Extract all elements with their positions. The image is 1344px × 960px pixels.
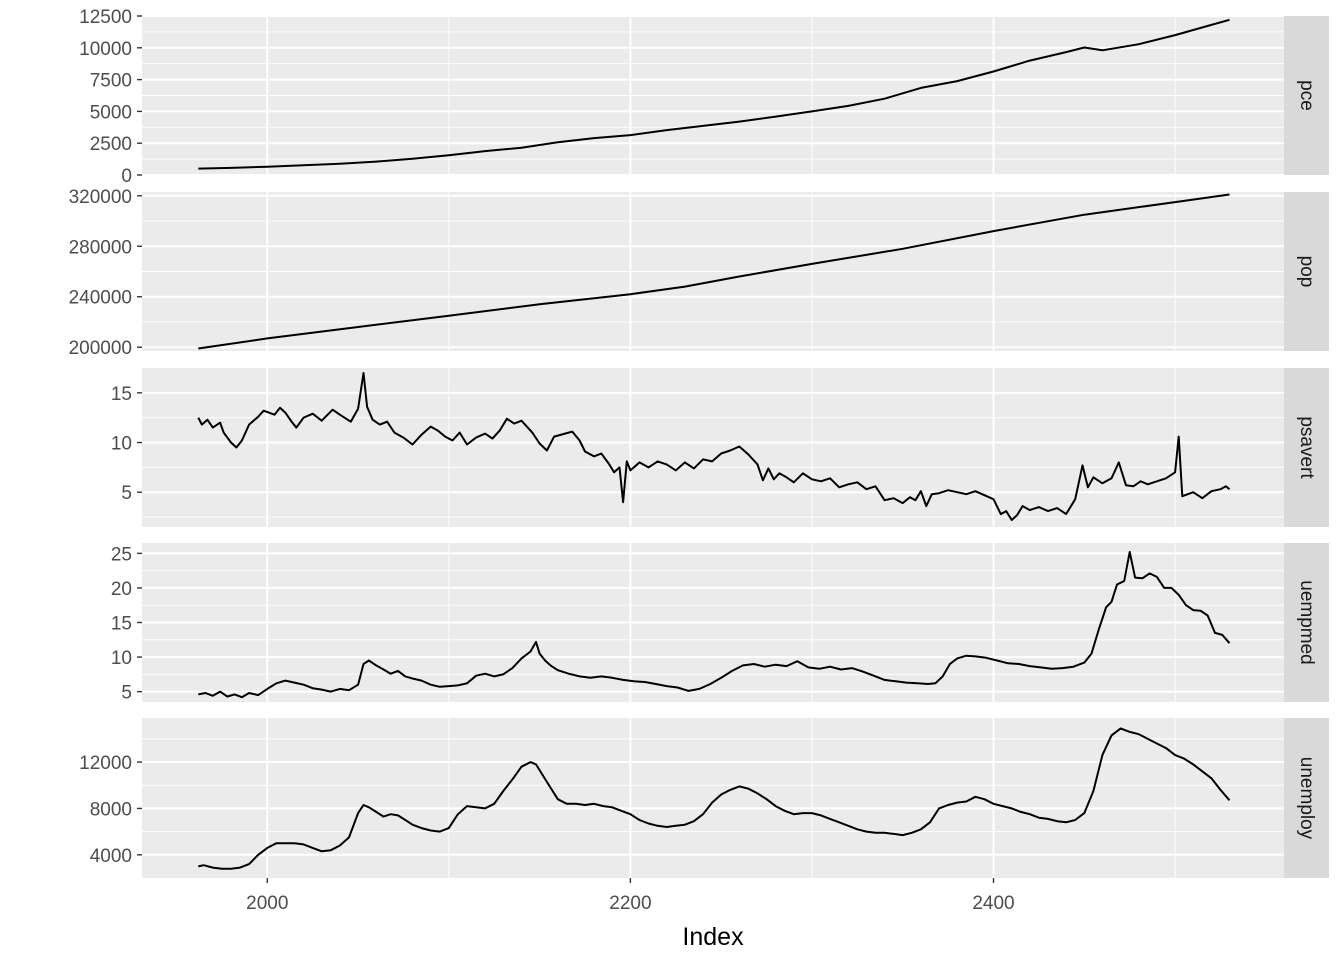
y-tick-label: 280000	[69, 237, 132, 258]
y-tick-label: 15	[111, 384, 132, 405]
x-tick-label: 2200	[609, 893, 651, 914]
y-tick-label: 10	[111, 648, 132, 669]
facet-strip-label: uempmed	[1296, 580, 1317, 665]
facet-panel-uempmed: 5 10 15 20 25 uempmed	[111, 543, 1329, 704]
y-tick-label: 20	[111, 579, 132, 600]
y-tick-label: 200000	[69, 338, 132, 359]
y-tick-label: 5	[121, 483, 132, 504]
y-tick-label: 25	[111, 544, 132, 565]
facet-strip	[1284, 192, 1329, 351]
series-line-pop	[198, 193, 1230, 350]
facet-strip	[1284, 368, 1329, 527]
x-axis-title: Index	[682, 923, 744, 951]
series-line-psavert	[197, 372, 1231, 521]
y-tick-label: 8000	[90, 799, 132, 820]
facet-panel-pop: 200000 240000 280000 320000 pop	[69, 187, 1329, 359]
y-tick-label: 5000	[90, 102, 132, 123]
facet-strip	[1284, 718, 1329, 878]
x-tick-label: 2400	[972, 893, 1014, 914]
facet-panel-psavert: 5 10 15 psavert	[111, 368, 1329, 527]
y-tick-label: 12500	[79, 7, 132, 28]
x-tick-label: 2000	[246, 893, 288, 914]
y-tick-label: 10	[111, 434, 132, 455]
series-line-pce	[198, 18, 1230, 170]
y-tick-label: 2500	[90, 134, 132, 155]
facet-strip	[1284, 543, 1329, 702]
facet-strip-label: pop	[1296, 256, 1317, 288]
facet-strip-label: unemploy	[1296, 757, 1317, 840]
y-tick-label: 0	[121, 166, 132, 187]
facet-strip-label: psavert	[1296, 416, 1317, 479]
facet-panel-unemploy: 4000 8000 12000 unemploy	[79, 718, 1329, 878]
panel-background	[142, 718, 1284, 878]
y-tick-label: 12000	[79, 753, 132, 774]
series-line-uempmed	[198, 551, 1231, 699]
panel-background	[142, 368, 1284, 527]
y-tick-label: 10000	[79, 39, 132, 60]
facet-panel-pce: 0 2500 5000 7500 10000 12500 pce	[79, 7, 1329, 187]
series-line-unemploy	[198, 727, 1231, 870]
y-tick-label: 15	[111, 614, 132, 635]
facet-strip	[1284, 16, 1329, 175]
y-tick-label: 5	[121, 683, 132, 704]
x-axis: 2000 2200 2400 Index	[246, 878, 1015, 951]
y-tick-label: 4000	[90, 846, 132, 867]
y-tick-label: 320000	[69, 187, 132, 208]
y-tick-label: 240000	[69, 288, 132, 309]
y-tick-label: 7500	[90, 71, 132, 92]
facet-strip-label: pce	[1296, 80, 1317, 111]
